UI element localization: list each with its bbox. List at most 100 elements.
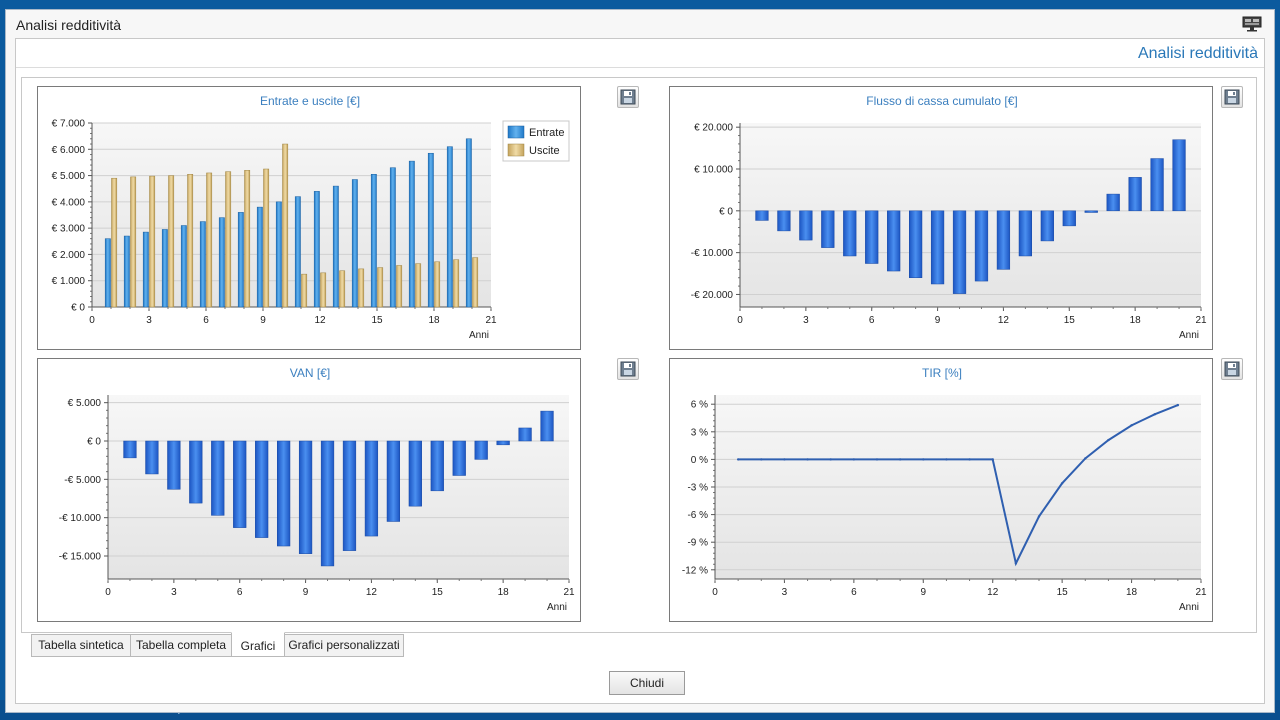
y-tick-label: € 5.000 [52, 171, 86, 182]
x-tick-label: 6 [869, 315, 875, 326]
chart-entrate-uscite: Entrate e uscite [€] € 0 € 1.000 € 2.000 € 3… [37, 86, 581, 350]
bar [389, 167, 396, 308]
bar [434, 261, 441, 308]
window-title: Analisi redditività [16, 17, 122, 33]
bar [199, 221, 206, 308]
bar [821, 210, 835, 248]
x-tick-label: 3 [782, 587, 788, 598]
bar [332, 185, 339, 308]
x-tick-label: 0 [712, 587, 718, 598]
tab-grafici[interactable]: Grafici [231, 632, 285, 657]
tab-tabella-sintetica[interactable]: Tabella sintetica [31, 634, 131, 657]
legend-label: Uscite [529, 145, 560, 157]
bar [351, 179, 358, 308]
x-tick-label: 6 [851, 587, 857, 598]
bar [377, 267, 384, 308]
line-point [852, 458, 856, 461]
bar [1106, 193, 1120, 212]
bar [301, 273, 308, 308]
bar [465, 138, 472, 308]
bar [865, 210, 879, 264]
y-tick-label: € 20.000 [694, 123, 733, 134]
bar [189, 440, 203, 504]
line-point [1107, 438, 1110, 442]
bar [408, 440, 422, 507]
chart-svg: Entrate e uscite [€] € 0 € 1.000 € 2.000 € 3… [52, 94, 570, 341]
line-point [1130, 424, 1133, 427]
bar [187, 174, 194, 308]
bar [843, 210, 857, 257]
line-point [945, 458, 948, 461]
bar [123, 235, 130, 308]
bar [474, 440, 488, 460]
bar [408, 160, 415, 308]
line-point [898, 458, 902, 461]
chart-tir: TIR [%] 6 % 3 % 0 % -3 % -6 % -9 % -12 % 0 3 6 9 12 1… [669, 358, 1213, 622]
page-title: Analisi redditività [1137, 45, 1258, 62]
save-chart-button-2[interactable] [1221, 86, 1243, 108]
bar [313, 191, 320, 308]
bar [225, 171, 232, 308]
x-tick-label: 12 [987, 587, 999, 598]
x-tick-label: 6 [203, 315, 209, 326]
bar [909, 210, 923, 278]
x-tick-label: 21 [563, 587, 575, 598]
save-chart-button-1[interactable] [617, 86, 639, 108]
tab-grafici-personalizzati[interactable]: Grafici personalizzati [284, 634, 404, 657]
y-tick-label: € 7.000 [52, 119, 86, 130]
tab-tabella-completa[interactable]: Tabella completa [130, 634, 232, 657]
bar [263, 168, 270, 308]
y-tick-label: -€ 5.000 [64, 475, 101, 486]
chart-title: TIR [%] [922, 366, 962, 380]
bar [342, 440, 357, 551]
line-point [1176, 403, 1180, 407]
x-axis-label: Anni [547, 602, 567, 613]
x-tick-label: 15 [1064, 315, 1076, 326]
y-tick-label: € 2.000 [52, 250, 86, 261]
plot-area [740, 123, 1201, 307]
bar [104, 238, 111, 308]
save-chart-button-3[interactable] [617, 358, 639, 380]
y-tick-label: -3 % [687, 483, 708, 494]
legend-swatch [507, 125, 525, 139]
bar [386, 440, 400, 522]
x-tick-label: 0 [89, 315, 95, 326]
line-point [806, 458, 809, 461]
chart-title: Flusso di cassa cumulato [€] [866, 94, 1017, 108]
bar [799, 210, 813, 241]
legend-label: Entrate [529, 127, 564, 139]
x-tick-label: 9 [260, 315, 266, 326]
x-tick-label: 15 [371, 315, 383, 326]
bar [237, 212, 244, 308]
bar [952, 210, 967, 294]
y-tick-label: € 3.000 [52, 224, 86, 235]
x-tick-label: 18 [428, 315, 440, 326]
close-button[interactable]: Chiudi [609, 671, 685, 695]
header-divider [16, 67, 1264, 68]
bar [294, 196, 301, 308]
x-tick-label: 21 [485, 315, 497, 326]
plot-area [92, 123, 491, 307]
bar [777, 210, 791, 232]
line-point [760, 458, 763, 461]
x-axis-label: Anni [469, 330, 489, 341]
save-chart-button-4[interactable] [1221, 358, 1243, 380]
y-tick-label: -6 % [687, 510, 708, 521]
bar [415, 263, 422, 308]
bar [472, 257, 479, 308]
x-tick-label: 12 [366, 587, 378, 598]
line-point [1037, 515, 1041, 518]
bar [974, 210, 989, 282]
y-tick-label: € 0 [71, 303, 85, 314]
y-tick-label: 0 % [691, 455, 708, 466]
line-point [875, 458, 879, 461]
x-tick-label: 3 [171, 587, 177, 598]
x-tick-label: 18 [498, 587, 510, 598]
y-tick-label: € 1.000 [52, 276, 86, 287]
line-point [1060, 482, 1064, 485]
bar [930, 210, 945, 285]
chart-title: VAN [€] [290, 366, 330, 380]
bar [1062, 210, 1076, 227]
window-layout-icon[interactable] [1242, 16, 1262, 32]
x-axis-label: Anni [1179, 602, 1199, 613]
